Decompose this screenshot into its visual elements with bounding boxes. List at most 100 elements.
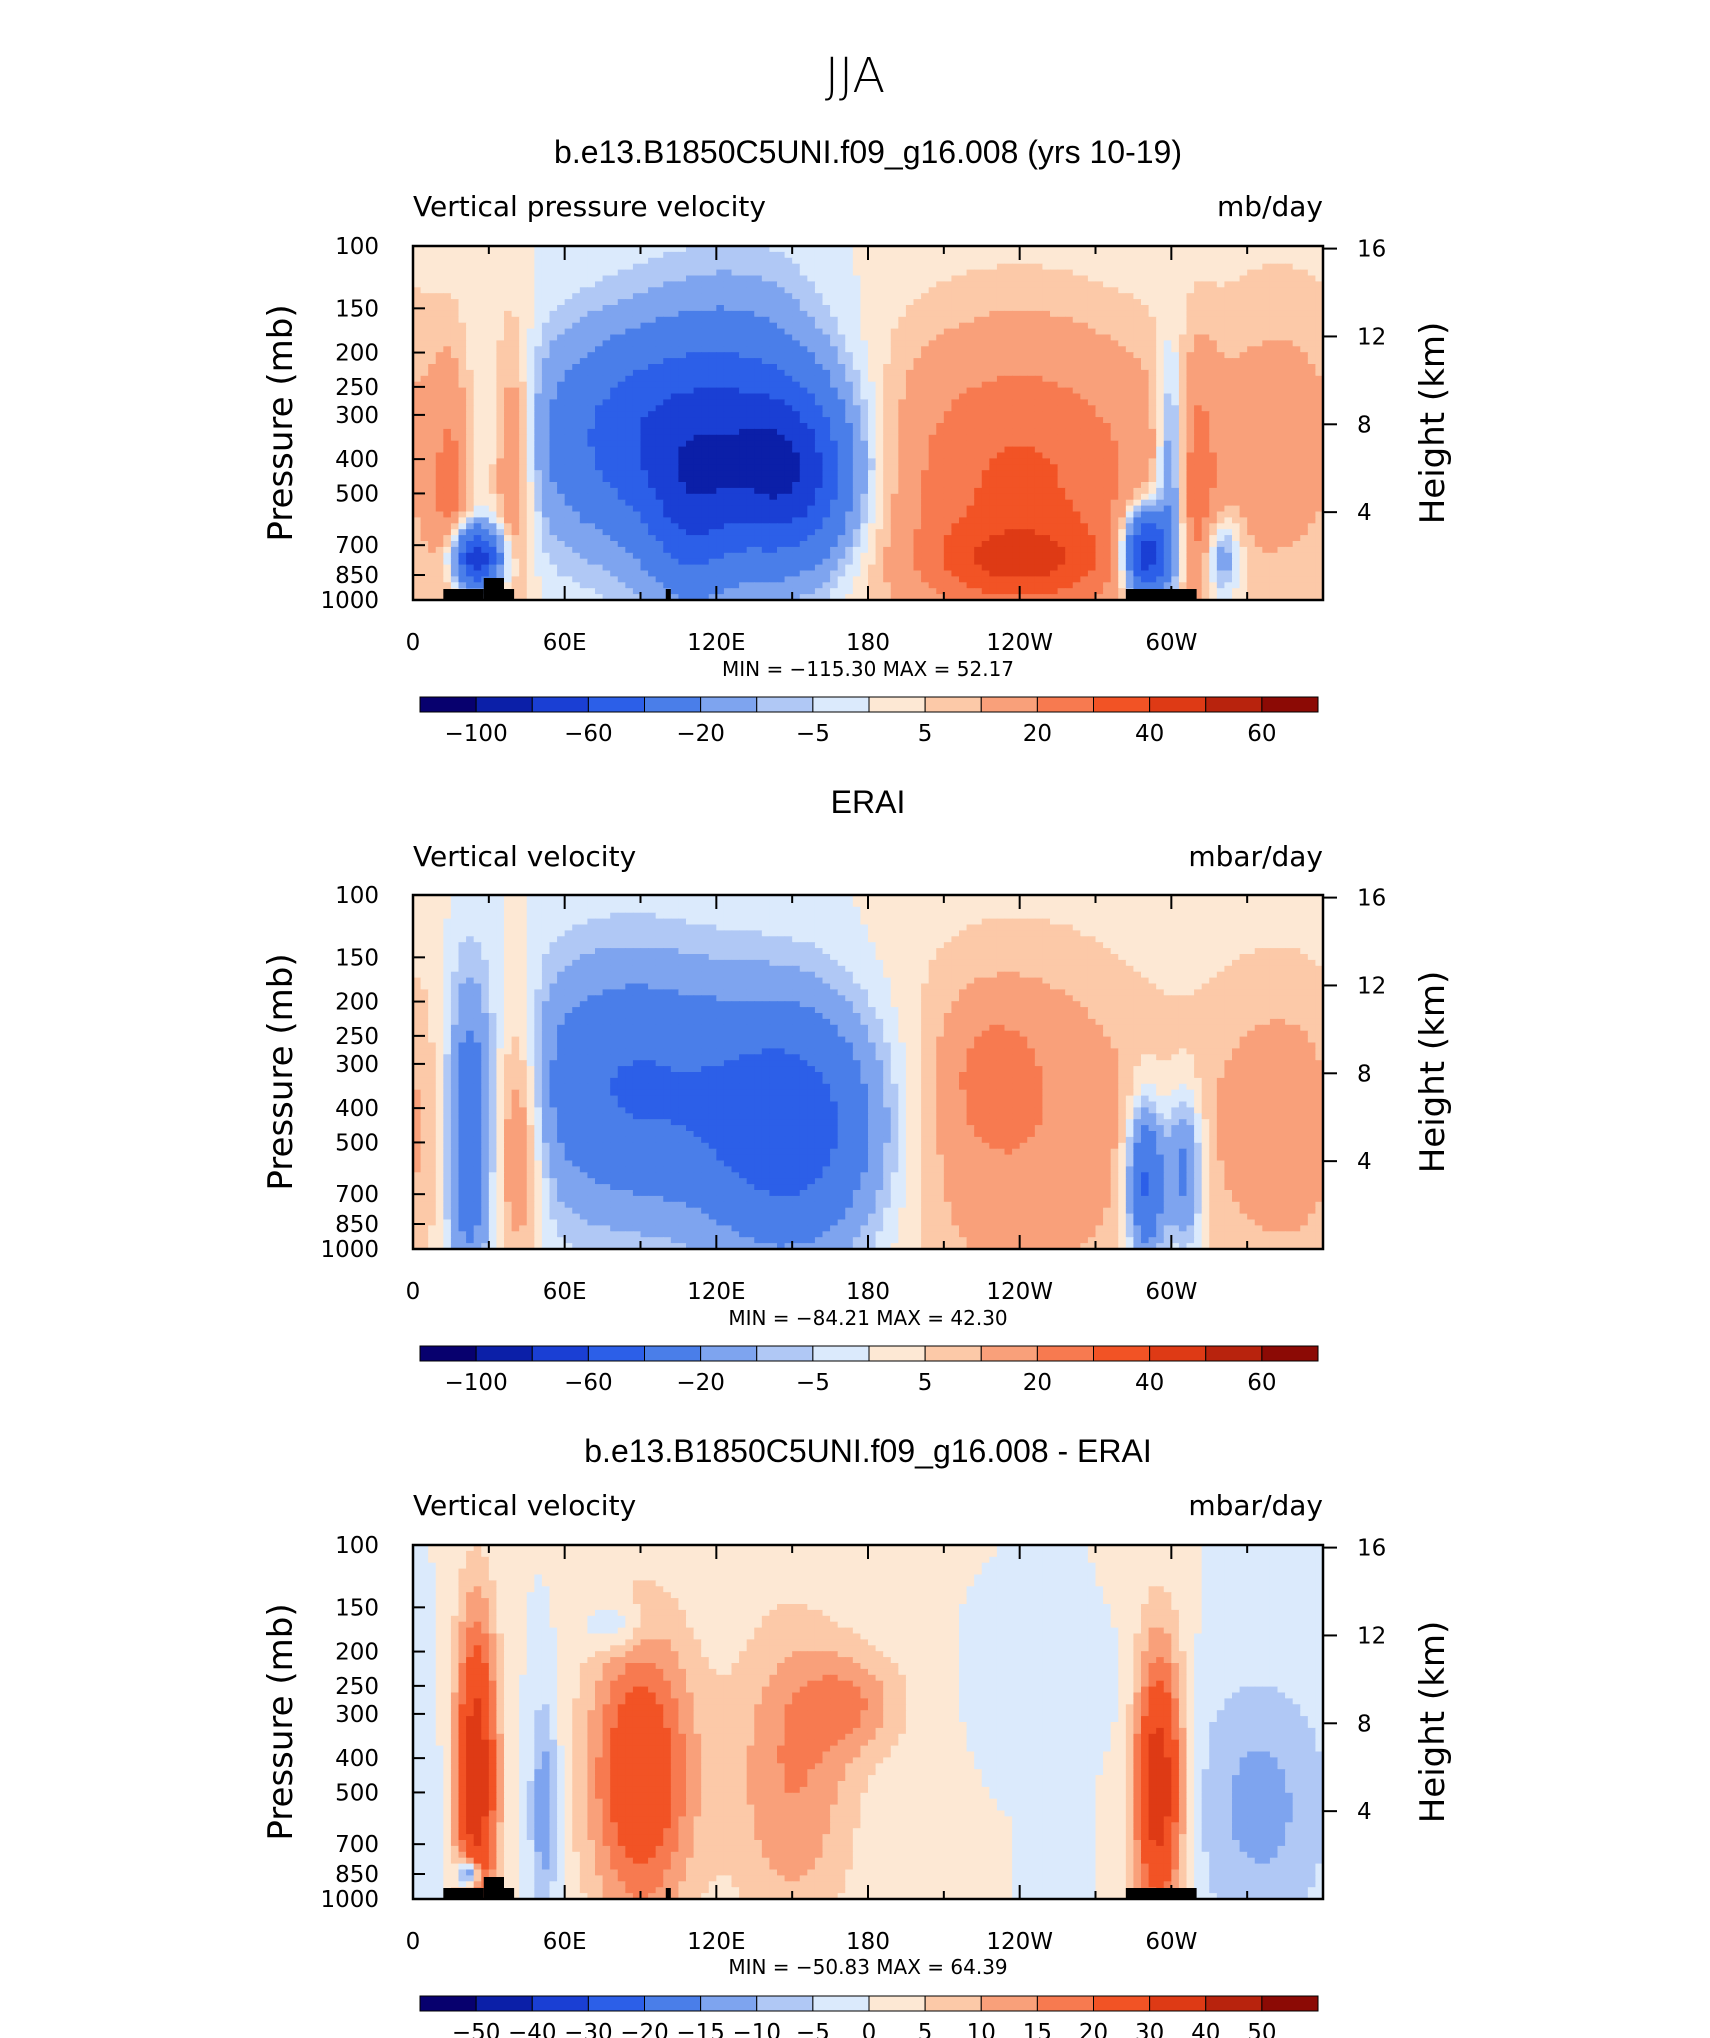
contour-cell — [837, 334, 846, 341]
contour-cell — [640, 346, 649, 353]
contour-cell — [716, 440, 725, 448]
contour-cell — [1027, 352, 1036, 359]
contour-cell — [488, 346, 498, 353]
contour-cell — [1232, 428, 1241, 436]
contour-cell — [655, 281, 664, 288]
contour-cell — [519, 340, 528, 347]
contour-cell — [693, 423, 702, 430]
contour-cell — [572, 405, 581, 412]
contour-cell — [1095, 328, 1104, 336]
contour-cell — [1194, 411, 1203, 418]
contour-cell — [1125, 281, 1135, 288]
contour-cell — [473, 293, 482, 300]
contour-cell — [1224, 446, 1233, 454]
contour-cell — [1239, 334, 1248, 341]
contour-cell — [928, 281, 937, 288]
contour-cell — [1156, 346, 1165, 353]
contour-cell — [564, 464, 573, 471]
contour-cell — [1209, 434, 1218, 442]
contour-cell — [1072, 428, 1081, 436]
contour-cell — [1087, 322, 1097, 330]
contour-cell — [549, 322, 558, 330]
contour-cell — [875, 352, 884, 359]
contour-cell — [1224, 257, 1233, 265]
contour-cell — [587, 269, 596, 277]
contour-cell — [1186, 393, 1195, 400]
contour-cell — [541, 393, 551, 400]
contour-cell — [595, 299, 604, 306]
contour-cell — [655, 246, 664, 253]
contour-cell — [557, 281, 566, 288]
contour-cell — [769, 316, 778, 324]
contour-cell — [989, 387, 998, 395]
contour-cell — [1148, 381, 1157, 389]
contour-cell — [1315, 440, 1324, 448]
contour-cell — [632, 452, 642, 459]
contour-cell — [905, 369, 915, 377]
contour-cell — [572, 440, 581, 448]
contour-cell — [1141, 275, 1150, 282]
contour-cell — [731, 381, 740, 389]
contour-cell — [435, 375, 444, 383]
contour-cell — [481, 281, 490, 288]
contour-cell — [1163, 411, 1172, 418]
contour-cell — [549, 293, 558, 300]
contour-cell — [1277, 440, 1286, 448]
contour-cell — [799, 428, 808, 436]
contour-cell — [837, 287, 846, 294]
contour-cell — [1042, 263, 1051, 271]
contour-cell — [640, 369, 649, 377]
contour-cell — [898, 299, 907, 306]
contour-cell — [1277, 411, 1286, 418]
contour-cell — [1194, 293, 1203, 300]
contour-cell — [761, 369, 771, 377]
contour-cell — [754, 352, 763, 359]
contour-cell — [557, 251, 566, 259]
contour-cell — [693, 417, 702, 424]
contour-cell — [572, 358, 581, 365]
contour-cell — [784, 411, 793, 418]
contour-cell — [587, 275, 596, 282]
contour-cell — [1072, 446, 1081, 454]
contour-cell — [1300, 334, 1309, 341]
contour-cell — [777, 440, 786, 448]
contour-cell — [587, 316, 596, 324]
contour-cell — [890, 381, 899, 389]
contour-cell — [981, 322, 990, 330]
contour-cell — [943, 257, 953, 265]
contour-cell — [1110, 281, 1119, 288]
contour-cell — [663, 399, 672, 406]
contour-cell — [837, 257, 846, 265]
contour-cell — [579, 369, 589, 377]
contour-cell — [1232, 334, 1241, 341]
contour-cell — [708, 464, 717, 471]
contour-cell — [572, 364, 581, 371]
contour-cell — [913, 246, 922, 253]
contour-cell — [413, 393, 422, 400]
contour-cell — [1034, 423, 1044, 430]
contour-cell — [488, 387, 498, 395]
contour-cell — [557, 299, 566, 306]
contour-cell — [458, 417, 467, 424]
contour-cell — [1103, 334, 1112, 341]
contour-cell — [708, 381, 717, 389]
contour-cell — [1216, 305, 1226, 312]
contour-cell — [1209, 417, 1218, 424]
contour-cell — [1133, 375, 1142, 383]
contour-cell — [754, 452, 763, 459]
contour-cell — [458, 358, 467, 365]
contour-cell — [1141, 257, 1150, 265]
contour-cell — [845, 387, 854, 395]
contour-cell — [898, 369, 907, 377]
contour-cell — [784, 399, 793, 406]
contour-cell — [1224, 440, 1233, 448]
contour-cell — [1232, 440, 1241, 448]
contour-cell — [1141, 423, 1150, 430]
contour-cell — [1034, 440, 1044, 448]
contour-cell — [579, 405, 589, 412]
contour-cell — [754, 299, 763, 306]
contour-cell — [443, 328, 452, 336]
contour-cell — [1186, 293, 1195, 300]
contour-cell — [860, 269, 869, 277]
contour-cell — [1262, 476, 1271, 483]
